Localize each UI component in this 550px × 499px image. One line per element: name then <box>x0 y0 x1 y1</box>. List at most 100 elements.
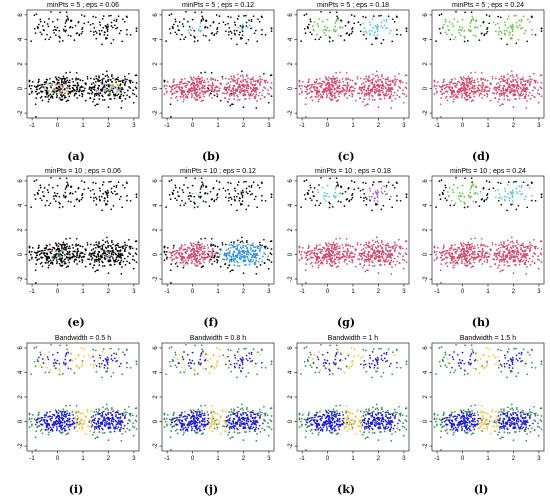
data-point <box>309 20 312 23</box>
data-point <box>188 81 190 83</box>
data-point <box>104 191 107 193</box>
data-point <box>123 20 126 23</box>
data-point <box>90 83 93 85</box>
data-point <box>403 259 406 262</box>
data-point <box>298 80 301 83</box>
data-point <box>38 84 41 87</box>
data-point <box>89 196 92 199</box>
data-point <box>83 89 86 92</box>
data-point <box>375 91 378 93</box>
data-point <box>442 23 445 26</box>
data-point <box>267 101 270 104</box>
data-point <box>332 260 335 262</box>
data-point <box>101 18 104 20</box>
data-point <box>377 272 380 274</box>
data-point <box>128 79 131 82</box>
data-point <box>319 262 322 265</box>
data-point <box>250 258 252 261</box>
data-point <box>361 257 364 259</box>
data-point <box>338 247 341 250</box>
y-tick-label: 6 <box>288 13 294 17</box>
data-point <box>28 85 31 88</box>
data-point <box>194 256 197 258</box>
data-point <box>45 255 48 258</box>
data-point <box>435 250 438 253</box>
data-point <box>30 84 33 87</box>
data-point <box>80 180 83 182</box>
data-point <box>38 92 40 94</box>
data-point <box>472 247 475 250</box>
data-point <box>174 86 177 89</box>
data-point <box>199 188 202 190</box>
data-point <box>333 29 335 32</box>
data-point <box>453 38 455 41</box>
data-point <box>494 23 497 26</box>
data-point <box>128 252 130 254</box>
data-point <box>192 245 195 248</box>
data-point <box>238 85 241 87</box>
y-tick-label: 2 <box>18 62 24 66</box>
data-point <box>76 249 79 251</box>
data-point <box>349 245 352 248</box>
data-point <box>92 181 95 184</box>
data-point <box>390 259 393 262</box>
data-point <box>523 87 525 90</box>
data-point <box>372 73 374 76</box>
data-point <box>321 250 323 253</box>
data-point <box>93 252 96 254</box>
data-point <box>102 243 105 246</box>
data-point <box>198 82 200 85</box>
data-point <box>254 87 257 89</box>
y-tick-label: 4 <box>153 37 159 41</box>
data-point <box>405 95 408 98</box>
data-point <box>249 259 252 262</box>
data-point <box>465 94 467 96</box>
data-point <box>66 243 68 245</box>
data-point <box>49 96 52 99</box>
data-point <box>530 15 533 18</box>
data-point <box>194 90 197 92</box>
data-point <box>374 252 377 255</box>
y-tick-label: -2 <box>18 110 24 116</box>
data-point <box>196 254 199 257</box>
data-point <box>232 259 235 262</box>
data-point <box>56 18 59 21</box>
data-point <box>105 202 107 205</box>
data-point <box>510 70 513 73</box>
data-point <box>255 91 257 93</box>
data-point <box>461 82 464 85</box>
data-point <box>377 260 380 263</box>
data-point <box>176 191 179 193</box>
data-point <box>234 24 237 26</box>
data-point <box>270 30 273 32</box>
data-point <box>63 254 66 257</box>
data-point <box>322 256 325 259</box>
data-point <box>322 90 325 93</box>
x-tick-label: 2 <box>377 123 381 129</box>
data-point <box>103 251 106 253</box>
data-point <box>126 29 128 31</box>
data-point <box>170 263 173 265</box>
data-point <box>103 33 106 36</box>
data-point <box>110 252 113 255</box>
data-point <box>395 181 398 184</box>
data-point <box>307 27 309 30</box>
panel-title-g: minPts = 10 ; eps = 0.18 <box>315 168 391 175</box>
data-point <box>309 197 312 200</box>
data-point <box>246 83 249 86</box>
data-point <box>124 98 127 100</box>
data-point <box>192 242 195 245</box>
data-point <box>130 245 132 248</box>
data-point <box>117 259 120 262</box>
data-point <box>104 252 107 255</box>
data-point <box>383 97 386 100</box>
data-point <box>39 197 42 200</box>
data-point <box>30 253 32 256</box>
data-point <box>323 198 325 200</box>
data-point <box>382 204 385 207</box>
data-point <box>77 21 80 24</box>
data-point <box>326 260 329 263</box>
data-point <box>95 241 98 244</box>
data-point <box>38 253 41 256</box>
